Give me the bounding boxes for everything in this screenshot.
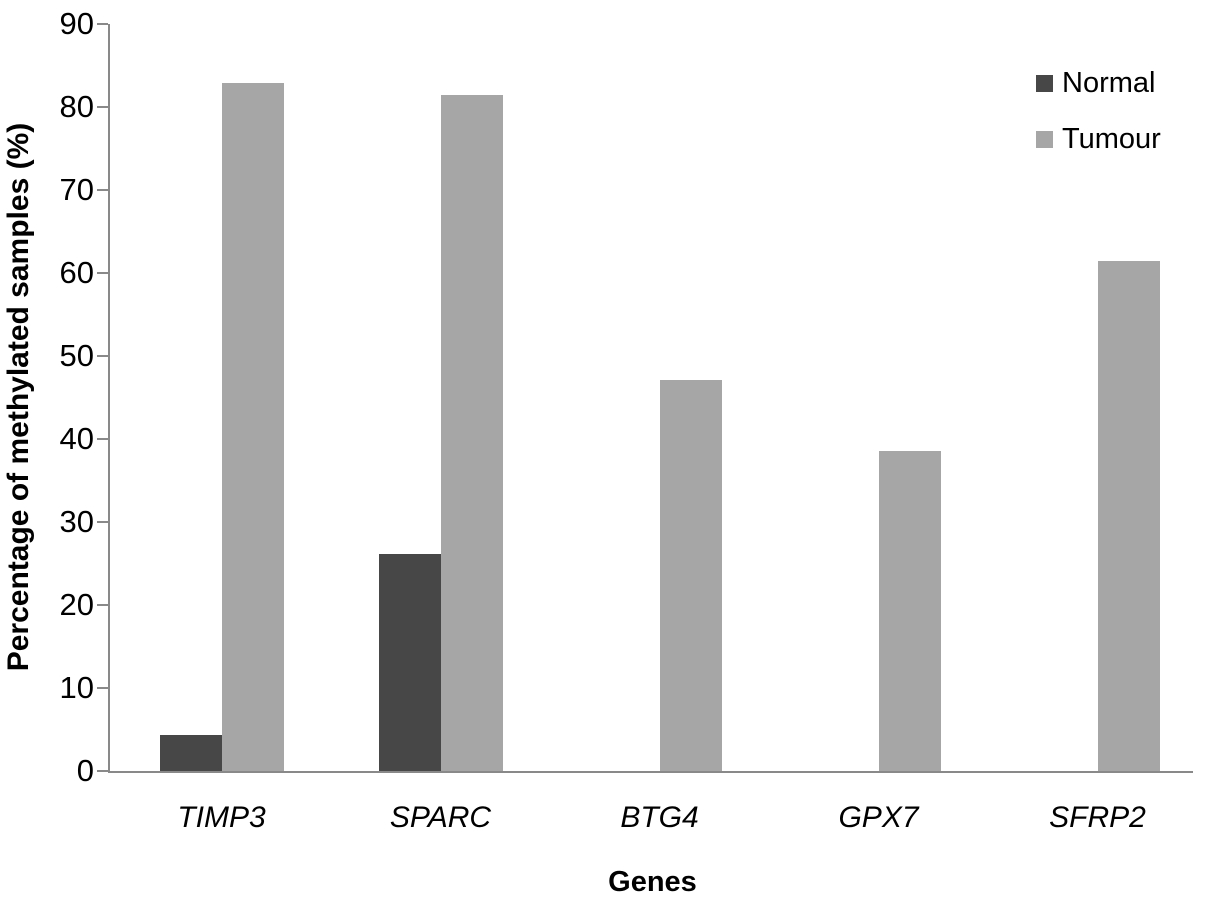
y-tick-mark (97, 272, 108, 274)
bar-tumour-TIMP3 (221, 82, 284, 771)
legend-label: Tumour (1062, 122, 1161, 155)
legend-item-normal: Normal (1036, 64, 1161, 102)
y-tick-mark (97, 438, 108, 440)
y-tick-label: 70 (59, 172, 94, 207)
y-tick-mark (97, 106, 108, 108)
x-category-label: BTG4 (620, 801, 699, 834)
bar-normal-TIMP3 (159, 735, 222, 771)
y-tick-mark (97, 604, 108, 606)
bar-tumour-GPX7 (878, 450, 941, 771)
y-tick-mark (97, 687, 108, 689)
bar-tumour-BTG4 (659, 380, 722, 771)
y-axis-line (108, 24, 110, 773)
x-category-label: SFRP2 (1049, 801, 1146, 834)
legend-label: Normal (1062, 66, 1156, 99)
x-category-label: GPX7 (838, 801, 919, 834)
y-tick-mark (97, 189, 108, 191)
legend-item-tumour: Tumour (1036, 120, 1161, 158)
x-axis-line (108, 771, 1193, 773)
y-tick-label: 30 (59, 504, 94, 539)
legend: Normal Tumour (1036, 64, 1161, 176)
y-tick-mark (97, 770, 108, 772)
y-tick-label: 90 (59, 6, 94, 41)
y-tick-label: 80 (59, 89, 94, 124)
x-axis-title: Genes (608, 866, 697, 898)
y-tick-label: 10 (59, 670, 94, 705)
y-tick-label: 0 (76, 753, 94, 788)
x-category-label: SPARC (389, 801, 492, 834)
y-tick-label: 60 (59, 255, 94, 290)
legend-swatch-normal (1036, 74, 1053, 92)
y-tick-mark (97, 23, 108, 25)
bar-tumour-SFRP2 (1097, 261, 1160, 771)
bar-tumour-SPARC (440, 95, 503, 771)
legend-swatch-tumour (1036, 130, 1053, 148)
x-category-label: TIMP3 (177, 801, 266, 834)
y-tick-label: 20 (59, 587, 94, 622)
y-tick-mark (97, 521, 108, 523)
bar-normal-SPARC (378, 554, 441, 771)
y-tick-label: 40 (59, 421, 94, 456)
y-tick-mark (97, 355, 108, 357)
y-tick-label: 50 (59, 338, 94, 373)
